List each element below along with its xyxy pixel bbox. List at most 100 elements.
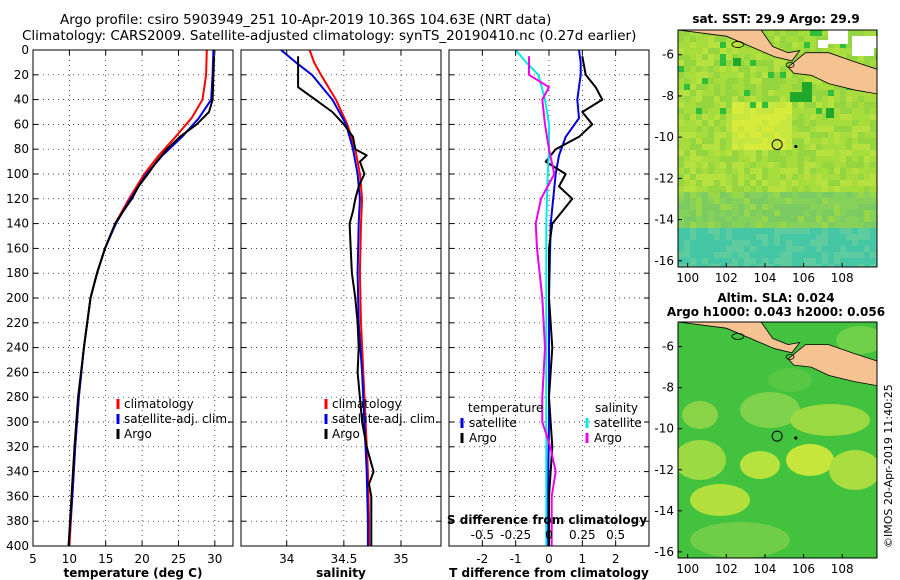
y-tick-label: 180 bbox=[6, 266, 29, 280]
x-tick-label: -1 bbox=[510, 552, 522, 566]
s-tick-label: 0 bbox=[545, 528, 553, 542]
x-tick-label: 5 bbox=[29, 552, 37, 566]
x-tick-label: 0 bbox=[545, 552, 553, 566]
series-argo bbox=[67, 56, 216, 547]
missing-data bbox=[874, 36, 877, 48]
x-tick-label: 20 bbox=[134, 552, 149, 566]
map-title: sat. SST: 29.9 Argo: 29.9 bbox=[692, 12, 859, 26]
panel-salinity: 34 34.5 35 salinity climatologysatellite-adj… bbox=[240, 49, 442, 580]
land-java bbox=[787, 344, 877, 387]
title-line-1: Argo profile: csiro 5903949_251 10-Apr-2… bbox=[60, 12, 552, 28]
x-tick-label: 106 bbox=[792, 562, 815, 576]
title-line-2: Climatology: CARS2009. Satellite-adjuste… bbox=[22, 28, 637, 44]
y-tick-label: -8 bbox=[662, 381, 674, 395]
argo-position-marker bbox=[771, 430, 783, 442]
sst-block bbox=[790, 92, 812, 102]
y-tick-label: 160 bbox=[6, 241, 29, 255]
christmas-island bbox=[794, 144, 798, 149]
series-climatology bbox=[308, 49, 370, 546]
legend-title: temperature bbox=[468, 401, 543, 415]
y-tick-label: 100 bbox=[6, 167, 29, 181]
y-tick-label: 220 bbox=[6, 316, 29, 330]
y-tick-label: -6 bbox=[662, 48, 674, 62]
land-sumatra bbox=[678, 322, 801, 354]
missing-data bbox=[818, 40, 828, 48]
map-field bbox=[678, 322, 877, 558]
sla-anomaly bbox=[786, 444, 834, 476]
series-t-argo bbox=[544, 56, 604, 546]
map-frame bbox=[677, 321, 878, 559]
y-tick-label: 360 bbox=[6, 489, 29, 503]
missing-data bbox=[886, 60, 900, 82]
land-sumatra bbox=[678, 30, 801, 62]
coast-contour bbox=[785, 62, 795, 68]
legend-label: satellite-adj. clim. bbox=[124, 412, 231, 426]
map-frame bbox=[677, 29, 878, 268]
x-tick-label: 106 bbox=[792, 271, 815, 285]
y-tick-label: -14 bbox=[654, 504, 674, 518]
y-tick-label: -10 bbox=[654, 130, 674, 144]
legend-label: satellite bbox=[594, 416, 642, 430]
sla-anomaly bbox=[768, 368, 812, 392]
x-tick-label: 2 bbox=[612, 552, 620, 566]
y-tick-label: -16 bbox=[654, 254, 674, 268]
y-tick-label: -6 bbox=[662, 340, 674, 354]
coast-contour bbox=[785, 353, 795, 360]
y-tick-label: 400 bbox=[6, 539, 29, 553]
y-tick-label: -12 bbox=[654, 171, 674, 185]
y-tick-label: -16 bbox=[654, 545, 674, 559]
missing-data bbox=[828, 30, 848, 44]
series-s-argo bbox=[528, 56, 557, 546]
panel-map-sla: 100 102 104 106 108 -6 -8 -10 -12 -14 -16 Altim. SL… bbox=[654, 291, 885, 576]
y-tick-label: 380 bbox=[6, 514, 29, 528]
sla-anomaly bbox=[678, 440, 726, 480]
y-tick-label: -14 bbox=[654, 213, 674, 227]
y-tick-label: 140 bbox=[6, 217, 29, 231]
y-tick-label: 120 bbox=[6, 192, 29, 206]
sla-anomaly bbox=[829, 450, 877, 490]
x-tick-label: 34 bbox=[279, 552, 294, 566]
x-tick-label: 25 bbox=[171, 552, 186, 566]
panel-difference: -2 -1 0 1 2T difference from climatology S di… bbox=[447, 49, 650, 580]
s-tick-label: -0.5 bbox=[471, 528, 494, 542]
legend-title: salinity bbox=[595, 401, 638, 415]
y-tick-label: 340 bbox=[6, 465, 29, 479]
legend-label: climatology bbox=[124, 397, 194, 411]
y-tick-label: 40 bbox=[14, 93, 29, 107]
coast-contour bbox=[731, 41, 745, 48]
x-tick-label: 30 bbox=[207, 552, 222, 566]
legend-label: Argo bbox=[469, 431, 497, 445]
legend-label: Argo bbox=[124, 427, 152, 441]
sla-anomaly bbox=[740, 451, 780, 479]
y-tick-label: 320 bbox=[6, 440, 29, 454]
sla-anomaly bbox=[690, 484, 750, 516]
argo-position-marker bbox=[771, 139, 783, 151]
missing-data bbox=[852, 36, 874, 56]
x-axis-label: T difference from climatology bbox=[449, 566, 649, 580]
panel-temperature: 0 20 40 60 80 100 120 140 160 180 200 220 240 260 280 3… bbox=[6, 43, 234, 580]
x-tick-label: 104 bbox=[753, 271, 776, 285]
y-tick-label: 300 bbox=[6, 415, 29, 429]
coast-contour bbox=[731, 332, 745, 340]
x-axis-label: salinity bbox=[316, 566, 366, 580]
y-tick-label: -12 bbox=[654, 463, 674, 477]
sla-anomaly bbox=[740, 392, 800, 428]
x-tick-label: 10 bbox=[62, 552, 77, 566]
sla-anomaly bbox=[682, 401, 718, 429]
x-tick-label: 100 bbox=[676, 271, 699, 285]
sst-block bbox=[733, 58, 741, 66]
x-axis-label: temperature (deg C) bbox=[64, 566, 203, 580]
x-tick-label: 102 bbox=[715, 271, 738, 285]
y-tick-label: 260 bbox=[6, 365, 29, 379]
x-tick-label: -2 bbox=[476, 552, 488, 566]
legend-label: climatology bbox=[332, 397, 402, 411]
y-tick-label: 240 bbox=[6, 341, 29, 355]
x-tick-label: 15 bbox=[98, 552, 113, 566]
legend-label: satellite-adj. clim. bbox=[332, 412, 439, 426]
s-tick-label: 0.5 bbox=[606, 528, 625, 542]
y-tick-label: -10 bbox=[654, 422, 674, 436]
x-tick-label: 108 bbox=[831, 562, 854, 576]
sla-anomaly bbox=[836, 326, 877, 354]
map-subtitle: Argo h1000: 0.043 h2000: 0.056 bbox=[667, 305, 885, 319]
